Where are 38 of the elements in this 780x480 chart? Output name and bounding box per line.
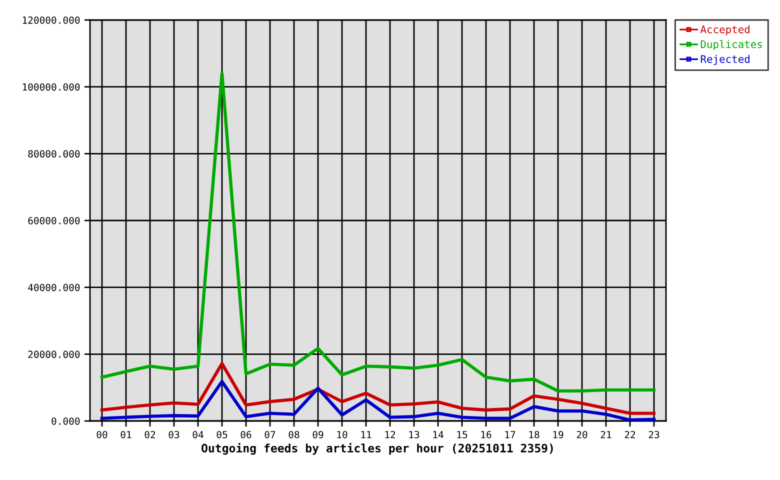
y-tick-label: 60000.000	[28, 217, 80, 224]
x-tick-label: 10	[337, 430, 348, 438]
x-tick-label: 01	[120, 430, 132, 438]
x-tick-label: 17	[505, 431, 516, 438]
x-tick-label: 23	[648, 430, 660, 438]
legend-label: Rejected	[700, 54, 750, 65]
x-tick-label: 08	[288, 430, 300, 438]
x-tick-label: 07	[264, 430, 276, 438]
y-tick-label: 0.000	[52, 418, 80, 425]
legend-label: Duplicates	[700, 40, 762, 50]
y-tick-label: 20000.000	[28, 350, 80, 358]
x-tick-label: 22	[624, 430, 636, 438]
line-series	[100, 362, 656, 415]
x-tick-label: 15	[457, 431, 468, 438]
x-tick-label: 09	[312, 430, 324, 438]
line-series	[100, 72, 656, 393]
legend-label: Accepted	[700, 25, 750, 36]
x-tick-label: 05	[216, 430, 228, 438]
x-tick-label: 18	[529, 430, 540, 438]
x-tick-label: 11	[361, 431, 372, 438]
x-tick-label: 16	[481, 430, 492, 438]
x-tick-label: 03	[168, 430, 180, 438]
x-tick-label: 19	[553, 430, 564, 438]
x-tick-label: 04	[192, 430, 204, 438]
x-tick-label: 20	[576, 430, 588, 438]
x-tick-label: 12	[385, 430, 396, 438]
y-tick-label: 100000.000	[22, 83, 80, 91]
x-tick-label: 13	[409, 430, 420, 438]
x-tick-label: 21	[600, 430, 612, 438]
x-tick-label: 06	[240, 430, 252, 438]
x-tick-label: 02	[144, 430, 156, 438]
y-tick-label: 120000.000	[22, 16, 80, 24]
x-tick-label: 14	[433, 431, 444, 438]
line-series	[100, 380, 656, 421]
x-axis-title: Outgoing feeds by articles per hour (20251011 2359)	[202, 442, 553, 455]
y-tick-label: 80000.000	[28, 150, 80, 158]
x-tick-label: 00	[96, 430, 108, 438]
y-tick-label: 40000.000	[28, 284, 80, 292]
